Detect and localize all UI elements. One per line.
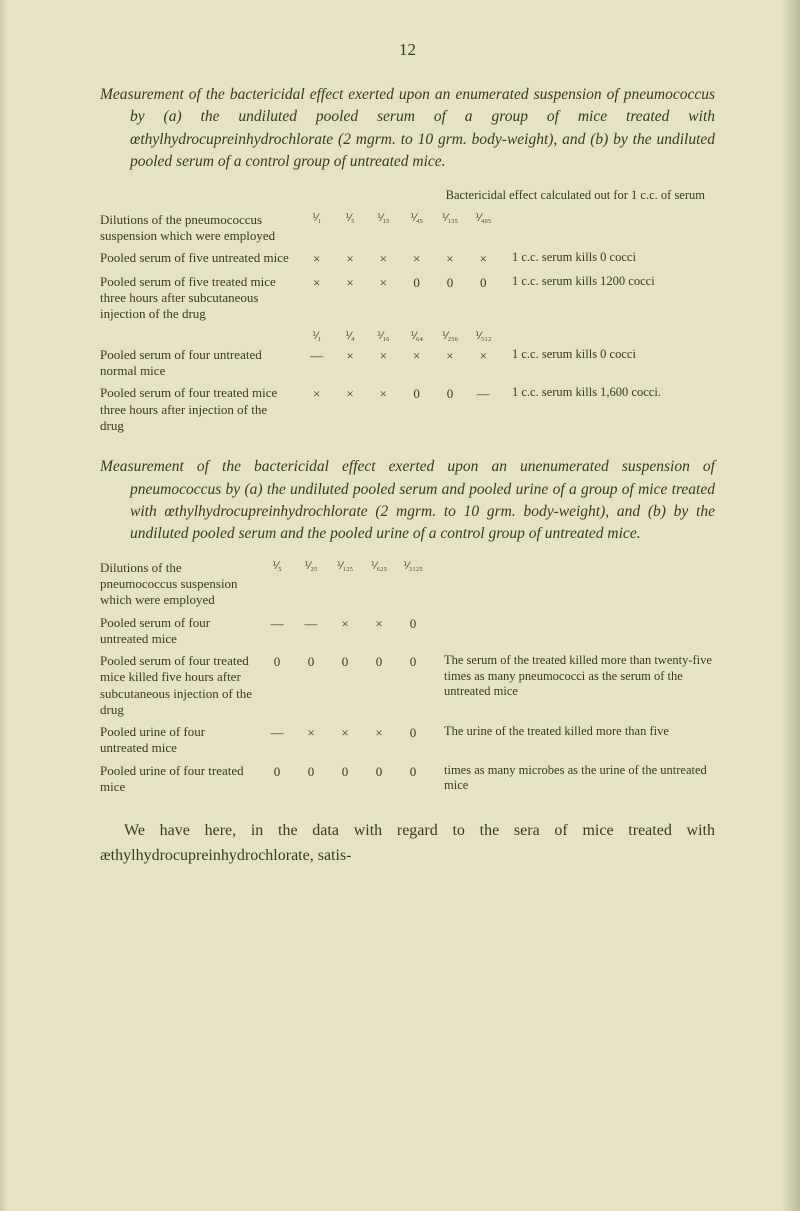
t1b-r1-result: 1 c.c. serum kills 1,600 cocci. [500,385,715,401]
table1-dilution-label: Dilutions of the pneumococcus suspension… [100,212,300,245]
t1-r0-c4: × [433,250,466,268]
t1-r1-c5: 0 [467,274,500,292]
t1-r0-c2: × [367,250,400,268]
t1b-dil-2: ⅟₁₆ [367,330,400,344]
t1-r0-c3: × [400,250,433,268]
t2-dil-2: ⅟₁₂₅ [328,560,362,574]
t1b-r1-c4: 0 [433,385,466,403]
t2-r1-c1: 0 [294,653,328,671]
t1-r1-c4: 0 [433,274,466,292]
t1-r0-c1: × [333,250,366,268]
t1b-r0-c2: × [367,347,400,365]
t1b-r1-c5: — [467,385,500,403]
t2-dil-4: ⅟₃₁₂₅ [396,560,430,574]
t1b-r1-label: Pooled serum of four treated mice three … [100,385,300,434]
t2-dil-0: ⅟₅ [260,560,294,574]
t1-r0-c0: × [300,250,333,268]
t1-r1-result: 1 c.c. serum kills 1200 cocci [500,274,715,290]
section2-title: Measurement of the bactericidal effect e… [100,456,715,546]
t2-r3-c1: 0 [294,763,328,781]
table1-header-note: Bactericidal effect calculated out for 1… [100,188,715,204]
t2-r3-label: Pooled urine of four treated mice [100,763,260,796]
section1-title: Measurement of the bactericidal effect e… [100,84,715,174]
t1-r0-c5: × [467,250,500,268]
table1: Bactericidal effect calculated out for 1… [100,188,715,434]
t2-r0-c2: × [328,615,362,633]
t2-r0-c3: × [362,615,396,633]
t1b-dil-4: ⅟₂₅₆ [433,330,466,344]
t2-r2-c4: 0 [396,724,430,742]
t1b-r1-c2: × [367,385,400,403]
t1-r1-c0: × [300,274,333,292]
t1b-r1-c0: × [300,385,333,403]
t2-r3-c2: 0 [328,763,362,781]
t2-r1-c3: 0 [362,653,396,671]
t2-r2-result: The urine of the treated killed more tha… [430,724,715,740]
t2-r1-c0: 0 [260,653,294,671]
t2-r0-c4: 0 [396,615,430,633]
t1-dil-1: ⅟₅ [333,212,366,226]
t2-dil-1: ⅟₂₅ [294,560,328,574]
t2-r1-c2: 0 [328,653,362,671]
t1-r1-label: Pooled serum of five treated mice three … [100,274,300,323]
t1b-r0-c1: × [333,347,366,365]
t2-r0-c1: — [294,615,328,633]
t2-r3-c4: 0 [396,763,430,781]
t1-r0-result: 1 c.c. serum kills 0 cocci [500,250,715,266]
t2-r3-result: times as many microbes as the urine of t… [430,763,715,794]
t1-r1-c1: × [333,274,366,292]
t1b-r1-c1: × [333,385,366,403]
t2-r2-c1: × [294,724,328,742]
t1b-dil-5: ⅟₅₁₂ [467,330,500,344]
t1b-r0-result: 1 c.c. serum kills 0 cocci [500,347,715,363]
t1-dil-0: ⅟₁ [300,212,333,226]
t2-dil-3: ⅟₆₂₅ [362,560,396,574]
page-number: 12 [100,40,715,60]
t1b-r0-c4: × [433,347,466,365]
t2-r2-c2: × [328,724,362,742]
t1b-dil-1: ⅟₄ [333,330,366,344]
t1-dil-2: ⅟₁₅ [367,212,400,226]
t1b-dil-3: ⅟₆₄ [400,330,433,344]
t2-dil-label: Dilutions of the pneumococcus suspension… [100,560,260,609]
t2-r0-c0: — [260,615,294,633]
t1-r1-c3: 0 [400,274,433,292]
t2-r0-label: Pooled serum of four untreated mice [100,615,260,648]
t1-dil-4: ⅟₁₃₅ [433,212,466,226]
body-paragraph: We have here, in the data with regard to… [100,819,715,869]
t1-dil-5: ⅟₄₀₅ [467,212,500,226]
t1b-r0-c0: — [300,347,333,365]
t1-dil-3: ⅟₄₅ [400,212,433,226]
t2-r3-c3: 0 [362,763,396,781]
t2-r2-c0: — [260,724,294,742]
t2-r3-c0: 0 [260,763,294,781]
t1b-r1-c3: 0 [400,385,433,403]
t1-r0-label: Pooled serum of five untreated mice [100,250,300,266]
t2-r1-label: Pooled serum of four treated mice killed… [100,653,260,718]
t2-r1-result: The serum of the treated killed more tha… [430,653,715,700]
t1-r1-c2: × [367,274,400,292]
t1b-dil-0: ⅟₁ [300,330,333,344]
table2: Dilutions of the pneumococcus suspension… [100,560,715,795]
t2-r2-label: Pooled urine of four untreated mice [100,724,260,757]
t1b-r0-c3: × [400,347,433,365]
t1b-r0-label: Pooled serum of four untreated normal mi… [100,347,300,380]
t2-r1-c4: 0 [396,653,430,671]
t1b-r0-c5: × [467,347,500,365]
t2-r2-c3: × [362,724,396,742]
